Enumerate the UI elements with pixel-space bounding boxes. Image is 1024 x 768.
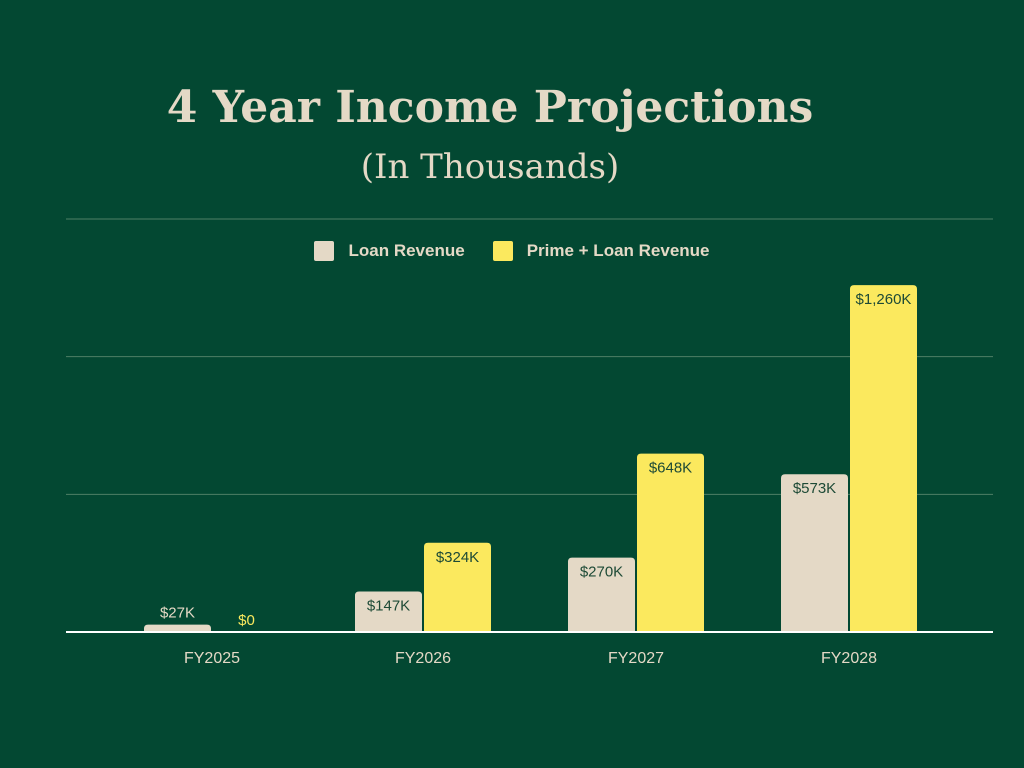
bar [424, 542, 491, 632]
legend-swatch-prime-loan-revenue [492, 241, 513, 261]
chart-title: 4 Year Income Projections [166, 82, 814, 133]
legend-item-loan-revenue: Loan Revenue [314, 241, 465, 261]
bar [144, 624, 211, 632]
data-label: $648K [649, 460, 692, 477]
data-label: $147K [367, 598, 410, 615]
x-tick-label: FY2028 [821, 650, 877, 667]
bar [850, 285, 917, 632]
data-label: $0 [238, 612, 255, 629]
data-label: $270K [580, 564, 623, 581]
bar [781, 474, 848, 632]
legend-label: Loan Revenue [348, 241, 465, 260]
legend: Loan Revenue Prime + Loan Revenue [0, 241, 1024, 261]
legend-item-prime-loan-revenue: Prime + Loan Revenue [492, 241, 710, 261]
legend-label: Prime + Loan Revenue [526, 241, 710, 260]
x-tick-label: FY2027 [608, 650, 664, 667]
data-label: $1,260K [856, 291, 912, 308]
data-label: $324K [436, 549, 479, 566]
data-label: $573K [793, 480, 836, 497]
legend-swatch-loan-revenue [314, 241, 335, 261]
bar [568, 557, 635, 632]
data-label: $27K [160, 605, 195, 622]
x-tick-label: FY2025 [184, 650, 240, 667]
x-tick-label: FY2026 [395, 650, 451, 667]
bar [637, 453, 704, 632]
bar [355, 591, 422, 632]
chart-subtitle: (In Thousands) [360, 147, 620, 187]
